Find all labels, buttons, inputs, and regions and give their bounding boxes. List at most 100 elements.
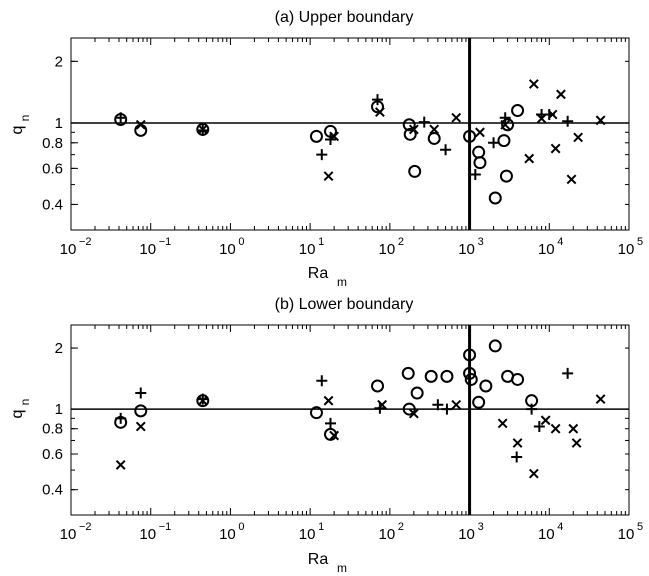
cross-marker xyxy=(500,119,511,130)
circle-marker xyxy=(488,339,502,353)
cross-marker xyxy=(451,399,462,410)
circle-marker xyxy=(464,372,478,386)
cross-marker xyxy=(550,143,561,154)
plus-marker xyxy=(115,112,127,124)
x-axis-label: Ra xyxy=(308,265,329,282)
x-axis-label: Ra xyxy=(308,551,329,568)
plus-marker xyxy=(197,393,209,405)
plus-marker xyxy=(562,367,574,379)
cross-marker xyxy=(528,79,539,89)
panel-lower-boundary: (b) Lower boundary 10 −2 10 −1 10 0 10 1 10 2 10 3 1… xyxy=(9,296,643,575)
x-tick-label: 10 xyxy=(219,241,236,258)
y-tick-label: 2 xyxy=(55,340,63,357)
x-tick-exponent: 1 xyxy=(318,521,324,533)
cross-marker xyxy=(197,124,208,135)
panel-title: (a) Upper boundary xyxy=(275,9,414,26)
plus-marker xyxy=(511,451,523,463)
circle-marker xyxy=(440,369,454,383)
x-tick-label: 10 xyxy=(299,526,316,543)
cross-marker xyxy=(568,423,579,434)
circle-marker xyxy=(401,366,415,380)
x-tick-exponent: 5 xyxy=(637,521,643,533)
y-tick-label: 0.4 xyxy=(42,482,63,499)
circle-marker xyxy=(403,127,417,141)
circle-marker xyxy=(402,118,416,132)
cross-marker xyxy=(556,89,566,100)
circle-marker xyxy=(134,404,148,418)
circle-marker xyxy=(501,118,515,132)
circle-marker xyxy=(479,379,493,393)
x-tick-label: 10 xyxy=(219,526,236,543)
cross-marker xyxy=(135,421,146,432)
cross-marker xyxy=(323,395,334,406)
plus-marker xyxy=(316,375,328,387)
x-tick-exponent: 4 xyxy=(557,236,563,248)
x-tick-label: 10 xyxy=(379,526,396,543)
cross-marker xyxy=(451,112,462,123)
data-marks xyxy=(114,339,606,479)
x-tick-exponent: 2 xyxy=(398,521,404,533)
plus-marker xyxy=(324,417,336,429)
circle-marker xyxy=(472,395,486,409)
circle-marker xyxy=(134,123,148,137)
plus-marker xyxy=(135,387,147,399)
axes-frame xyxy=(70,37,630,231)
cross-marker xyxy=(550,423,561,434)
y-axis-label: q xyxy=(9,410,26,419)
circle-marker xyxy=(410,386,424,400)
circle-marker xyxy=(371,379,385,393)
circle-marker xyxy=(408,164,422,178)
x-tick-label: 10 xyxy=(538,241,555,258)
y-tick-label: 2 xyxy=(55,53,63,70)
tick-labels: 10 −2 10 −1 10 0 10 1 10 2 10 3 10 4 10 50.40.60.812 xyxy=(42,340,643,543)
circle-marker xyxy=(472,145,486,159)
cross-marker xyxy=(429,124,440,135)
cross-marker xyxy=(377,399,388,410)
cross-marker xyxy=(475,127,485,138)
x-tick-exponent: 3 xyxy=(478,236,484,248)
x-tick-exponent: 1 xyxy=(318,236,324,248)
x-axis-label-subscript: m xyxy=(337,275,347,289)
plus-marker xyxy=(562,115,574,127)
cross-marker xyxy=(595,115,606,126)
plus-marker xyxy=(469,169,481,181)
cross-marker xyxy=(512,438,523,448)
plus-marker xyxy=(440,144,452,156)
cross-marker xyxy=(528,468,539,479)
y-tick-label: 0.6 xyxy=(42,446,63,463)
cross-marker xyxy=(408,408,419,419)
circle-marker xyxy=(488,191,502,205)
x-tick-exponent: −2 xyxy=(79,236,92,248)
y-tick-label: 0.6 xyxy=(42,160,63,177)
plus-marker xyxy=(372,94,384,106)
plus-marker xyxy=(499,112,511,124)
panel-title: (b) Lower boundary xyxy=(275,296,414,313)
cross-marker xyxy=(115,460,126,470)
circle-marker xyxy=(499,169,513,183)
circle-marker xyxy=(511,372,525,386)
circle-marker xyxy=(497,134,511,148)
circle-marker xyxy=(511,104,525,118)
y-axis-label-subscript: n xyxy=(18,115,32,122)
plus-marker xyxy=(488,137,500,149)
x-tick-exponent: −1 xyxy=(159,521,172,533)
cross-marker xyxy=(547,109,558,120)
x-tick-label: 10 xyxy=(458,241,475,258)
x-tick-label: 10 xyxy=(379,241,396,258)
plus-marker xyxy=(441,403,453,415)
circle-marker xyxy=(309,129,323,143)
x-tick-exponent: −1 xyxy=(159,236,172,248)
y-tick-label: 0.8 xyxy=(42,135,63,152)
plus-marker xyxy=(418,116,430,128)
x-tick-label: 10 xyxy=(139,241,156,258)
y-axis-label-subscript: n xyxy=(18,399,32,406)
cross-marker xyxy=(408,124,419,135)
cross-marker xyxy=(566,174,577,185)
plus-marker xyxy=(526,403,538,415)
x-tick-label: 10 xyxy=(60,241,77,258)
circle-marker xyxy=(473,156,487,170)
y-tick-label: 0.4 xyxy=(42,196,63,213)
circle-marker xyxy=(402,402,416,416)
x-tick-label: 10 xyxy=(299,241,316,258)
